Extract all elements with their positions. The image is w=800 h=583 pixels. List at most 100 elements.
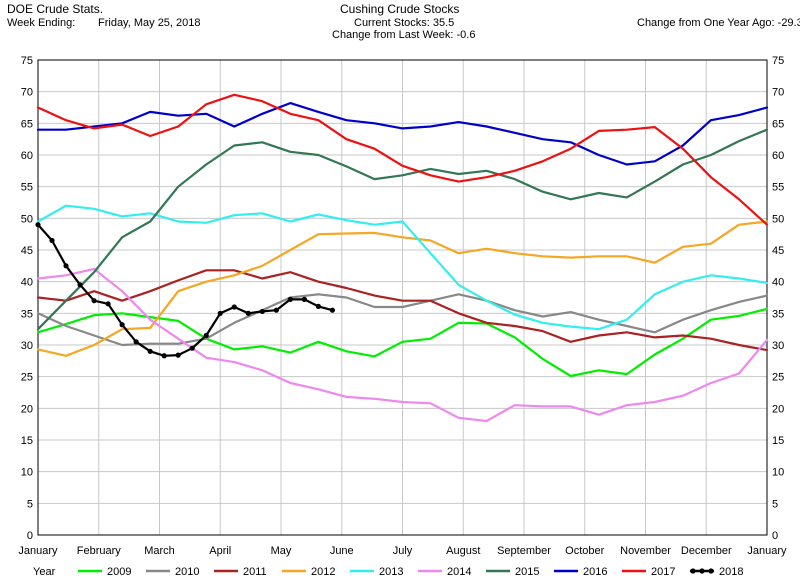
data-point-2018 [147, 348, 153, 354]
y-tick-label-left: 60 [21, 150, 33, 162]
x-tick-label: April [209, 545, 231, 557]
chart-title: Cushing Crude Stocks [340, 2, 460, 16]
series-line-2018 [36, 223, 334, 357]
data-point-2018 [231, 304, 237, 310]
data-point-2018 [35, 222, 41, 228]
header-left-title: DOE Crude Stats. [7, 2, 104, 16]
legend-item-2016: 2016 [554, 566, 607, 578]
y-tick-label-left: 65 [21, 118, 33, 130]
legend-marker [708, 568, 714, 574]
series-line-2011 [36, 269, 769, 352]
legend-label: 2012 [311, 566, 335, 578]
x-tick-label: September [497, 545, 551, 557]
y-tick-label-right: 20 [772, 403, 784, 415]
data-point-2018 [217, 310, 223, 316]
y-tick-label-left: 40 [21, 277, 33, 289]
y-tick-label-right: 10 [772, 467, 784, 479]
data-point-2018 [273, 307, 279, 313]
data-point-2018 [63, 263, 69, 269]
data-point-2018 [329, 307, 336, 313]
series-2013 [36, 204, 769, 331]
y-tick-label-left: 15 [21, 435, 33, 447]
y-tick-label-left: 10 [21, 467, 33, 479]
series-lines [35, 93, 769, 423]
y-tick-label-right: 70 [772, 87, 784, 99]
legend-label: 2009 [107, 566, 131, 578]
legend-item-2014: 2014 [418, 566, 471, 578]
y-tick-label-left: 75 [21, 55, 33, 67]
x-tick-label: December [681, 545, 732, 557]
data-point-2018 [119, 322, 125, 328]
x-tick-label: July [393, 545, 413, 557]
series-2014 [36, 267, 769, 423]
y-tick-label-left: 5 [27, 498, 33, 510]
data-point-2018 [49, 237, 55, 244]
x-tick-label: February [77, 545, 122, 557]
legend-label: 2014 [447, 566, 471, 578]
x-tick-label: August [446, 545, 480, 557]
series-line-2015 [36, 128, 769, 331]
x-tick-label: June [330, 545, 354, 557]
legend-item-2009: 2009 [78, 566, 131, 578]
data-point-2018 [245, 310, 251, 316]
x-axis-ticks: January February March April May June July Augu… [18, 545, 787, 557]
y-tick-label-left: 30 [21, 340, 33, 352]
y-tick-label-right: 30 [772, 340, 784, 352]
x-tick-label: January [747, 545, 787, 557]
data-point-2018 [189, 345, 195, 351]
y-tick-label-right: 65 [772, 118, 784, 130]
data-point-2018 [91, 298, 97, 304]
data-point-2018 [287, 296, 293, 302]
series-line-2014 [36, 267, 769, 423]
y-tick-label-right: 0 [772, 530, 778, 542]
legend-label: 2010 [175, 566, 199, 578]
legend-item-2017: 2017 [622, 566, 675, 578]
y-tick-label-right: 35 [772, 308, 784, 320]
y-tick-label-right: 60 [772, 150, 784, 162]
legend-label: 2011 [243, 566, 267, 578]
y-tick-label-left: 25 [21, 372, 33, 384]
y-tick-label-right: 40 [772, 277, 784, 289]
x-tick-label: November [620, 545, 671, 557]
series-line-2009 [36, 307, 769, 378]
legend-label: 2013 [379, 566, 403, 578]
y-tick-label-right: 55 [772, 182, 784, 194]
data-point-2018 [259, 308, 265, 315]
x-tick-label: January [18, 545, 58, 557]
data-point-2018 [301, 296, 307, 302]
data-point-2018 [105, 301, 111, 307]
data-point-2018 [161, 353, 167, 359]
y-tick-label-left: 45 [21, 245, 33, 257]
legend-item-2012: 2012 [282, 566, 335, 578]
legend-item-2015: 2015 [486, 566, 539, 578]
y-tick-label-left: 20 [21, 403, 33, 415]
series-line-2010 [36, 293, 769, 347]
legend: Year 2009 2010 2011 2012 2013 2014 2015 2016 201… [33, 566, 743, 578]
y-tick-label-right: 5 [772, 498, 778, 510]
series-2018 [35, 222, 336, 359]
x-tick-label: May [271, 545, 292, 557]
series-2015 [36, 128, 769, 331]
series-2009 [36, 307, 769, 378]
y-tick-label-right: 45 [772, 245, 784, 257]
legend-marker [699, 568, 705, 574]
series-line-2016 [36, 101, 769, 166]
legend-label: 2017 [651, 566, 675, 578]
legend-title: Year [33, 566, 56, 578]
legend-marker [690, 568, 696, 574]
data-point-2018 [133, 339, 139, 345]
week-ending-value: Friday, May 25, 2018 [98, 17, 201, 29]
week-ending-label: Week Ending: [7, 17, 76, 29]
data-point-2018 [175, 352, 181, 358]
series-line-2013 [36, 204, 769, 331]
legend-label: 2018 [719, 566, 743, 578]
change-from-last-week: Change from Last Week: -0.6 [332, 29, 476, 41]
series-2016 [36, 101, 769, 166]
data-point-2018 [77, 282, 83, 288]
legend-item-2013: 2013 [350, 566, 403, 578]
series-2012 [36, 220, 769, 357]
series-2011 [36, 269, 769, 352]
legend-label: 2015 [515, 566, 539, 578]
